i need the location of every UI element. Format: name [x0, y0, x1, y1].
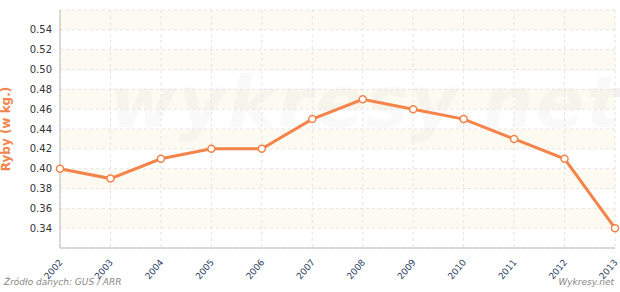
svg-text:0.50: 0.50 — [30, 64, 52, 75]
svg-text:2012: 2012 — [546, 257, 570, 282]
html-text:Wykresy.net: Wykresy.net — [558, 277, 614, 287]
svg-text:0.54: 0.54 — [30, 24, 52, 35]
svg-text:0.48: 0.48 — [30, 84, 52, 95]
svg-text:0.36: 0.36 — [30, 203, 52, 214]
svg-text:2002: 2002 — [42, 257, 65, 282]
svg-text:0.40: 0.40 — [30, 163, 52, 174]
svg-text:2006: 2006 — [244, 257, 267, 281]
svg-text:0.52: 0.52 — [30, 44, 52, 55]
svg-text:2009: 2009 — [395, 257, 418, 281]
svg-text:0.38: 0.38 — [30, 183, 52, 194]
svg-text:0.34: 0.34 — [30, 223, 52, 234]
svg-text:2011: 2011 — [496, 257, 518, 281]
svg-text:0.46: 0.46 — [30, 104, 52, 115]
svg-text:0.44: 0.44 — [30, 124, 52, 135]
svg-text:2003: 2003 — [92, 257, 116, 282]
svg-text:2005: 2005 — [194, 257, 216, 281]
svg-text:2004: 2004 — [143, 257, 166, 281]
svg-text:2010: 2010 — [446, 257, 469, 281]
svg-text:Ryby (w kg.): Ryby (w kg.) — [8, 87, 13, 171]
svg-text:2007: 2007 — [294, 257, 316, 281]
svg-text:2008: 2008 — [345, 257, 368, 281]
svg-text:0.42: 0.42 — [30, 143, 52, 154]
html-text:Źródło danych: GUS / ARR: Źródło danych: GUS / ARR — [4, 277, 122, 287]
